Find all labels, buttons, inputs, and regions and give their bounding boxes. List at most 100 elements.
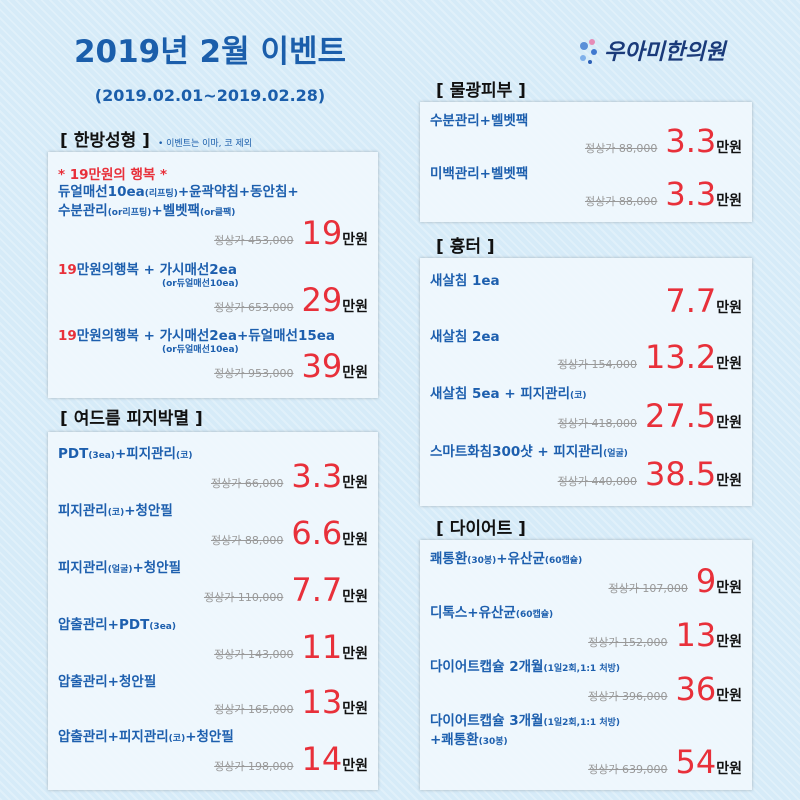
item-name-line: 압출관리+피지관리(코)+청안필 <box>58 729 368 748</box>
item: 스마트화침300샷 + 피지관리(얼굴) 정상가 440,000 38.5 만원 <box>430 444 742 491</box>
price-unit: 만원 <box>716 688 742 704</box>
price-row: 7.7 만원 <box>430 284 742 318</box>
item-name-line: (or듀얼매선10ea) <box>58 345 368 355</box>
price-unit: 만원 <box>342 589 368 605</box>
name-segment: (3ea) <box>149 622 176 632</box>
heading-text: [ 흉터 ] <box>436 237 495 257</box>
regular-price: 정상가 154,000 <box>557 358 637 372</box>
price-row: 정상가 440,000 38.5 만원 <box>430 457 742 491</box>
item: PDT(3ea)+피지관리(코) 정상가 66,000 3.3 만원 <box>58 446 368 493</box>
price-unit: 만원 <box>716 140 742 157</box>
name-segment: (3ea) <box>88 451 115 461</box>
section-box: 쾌통환(30봉)+유산균(60캡슐) 정상가 107,000 9 만원 디톡스+유산균(… <box>420 540 752 790</box>
section-heading: [ 다이어트 ] <box>436 514 526 539</box>
price-row: 정상가 107,000 9 만원 <box>430 564 742 598</box>
item-name-line: 스마트화침300샷 + 피지관리(얼굴) <box>430 444 742 463</box>
event-price: 3.3 <box>291 457 343 495</box>
price-unit: 만원 <box>716 192 742 209</box>
event-price: 13.2 <box>644 338 717 377</box>
period: (2019.02.01~2019.02.28) <box>94 86 326 105</box>
regular-price: 정상가 143,000 <box>214 648 294 661</box>
name-segment: (코) <box>570 390 587 401</box>
name-segment: 새살침 2ea <box>430 329 500 346</box>
section-heading: [ 물광피부 ] <box>436 76 526 101</box>
name-segment: 19 <box>58 261 77 278</box>
item: 압출관리+청안필 정상가 165,000 13 만원 <box>58 674 368 719</box>
name-segment: (코) <box>168 734 186 744</box>
regular-price: 정상가 66,000 <box>210 477 284 490</box>
regular-price: 정상가 418,000 <box>557 416 637 430</box>
event-price: 14 <box>301 740 343 778</box>
event-price: 9 <box>695 562 717 600</box>
item: 피지관리(얼굴)+청안필 정상가 110,000 7.7 만원 <box>58 560 368 607</box>
regular-price: 정상가 440,000 <box>557 474 637 488</box>
item-name-line: 새살침 5ea + 피지관리(코) <box>430 386 742 405</box>
section-box: PDT(3ea)+피지관리(코) 정상가 66,000 3.3 만원 피지관리(코)+청… <box>48 432 378 790</box>
name-segment: (30봉) <box>478 737 508 747</box>
regular-price: 정상가 88,000 <box>584 194 658 208</box>
item: 쾌통환(30봉)+유산균(60캡슐) 정상가 107,000 9 만원 <box>430 551 742 598</box>
item-name-line: 피지관리(코)+청안필 <box>58 503 368 522</box>
heading-text: [ 다이어트 ] <box>436 519 526 539</box>
item-name-line: 피지관리(얼굴)+청안필 <box>58 560 368 579</box>
price-row: 정상가 88,000 3.3 만원 <box>430 177 742 211</box>
item: 19만원의행복 + 가시매선2ea (or듀얼매선10ea) 정상가 653,000… <box>58 262 368 317</box>
regular-price: 정상가 88,000 <box>210 534 284 547</box>
name-segment: (얼굴) <box>107 565 133 575</box>
price-unit: 만원 <box>342 701 368 717</box>
name-segment: 19 <box>58 327 77 344</box>
item: 압출관리+피지관리(코)+청안필 정상가 198,000 14 만원 <box>58 729 368 776</box>
price-unit: 만원 <box>342 364 368 381</box>
name-segment: +윤곽약침+동안침+ <box>177 184 299 201</box>
price-row: 정상가 418,000 27.5 만원 <box>430 399 742 433</box>
price-row: 정상가 639,000 54 만원 <box>430 745 742 779</box>
price-unit: 만원 <box>716 300 742 317</box>
item-name-line: 미백관리+벨벳팩 <box>430 166 742 183</box>
name-segment: 만원의행복 + 가시매선2ea <box>76 261 237 278</box>
item-name-line: 19만원의행복 + 가시매선2ea <box>58 262 368 279</box>
name-segment: +청안필 <box>132 560 182 576</box>
event-price: 39 <box>301 346 343 385</box>
item-name-line: (or듀얼매선10ea) <box>58 279 368 289</box>
name-segment: 새살침 1ea <box>430 273 500 290</box>
event-price: 54 <box>675 743 717 781</box>
price-row: 정상가 143,000 11 만원 <box>58 630 368 664</box>
price-row: 정상가 154,000 13.2 만원 <box>430 340 742 374</box>
item-name-line: 다이어트캡슐 3개월(1일2회,1:1 처방) <box>430 713 742 732</box>
event-price: 27.5 <box>644 396 717 435</box>
name-segment: 디톡스+유산균 <box>430 605 516 621</box>
item-name-line: * 19만원의 행복 * <box>58 167 368 184</box>
item: 새살침 1ea 7.7 만원 <box>430 273 742 318</box>
section-box: 수분관리+벨벳팩 정상가 88,000 3.3 만원 미백관리+벨벳팩 정상가 88,00… <box>420 102 752 222</box>
price-row: 정상가 953,000 39 만원 <box>58 349 368 383</box>
item: 19만원의행복 + 가시매선2ea+듀얼매선15ea (or듀얼매선10ea) 정상… <box>58 328 368 383</box>
name-segment: (60캡슐) <box>515 610 554 620</box>
price-row: 정상가 88,000 6.6 만원 <box>58 516 368 550</box>
regular-price: 정상가 198,000 <box>214 760 294 773</box>
name-segment: +유산균 <box>496 551 545 567</box>
name-segment: (or클팩) <box>199 208 236 219</box>
item: 다이어트캡슐 2개월(1일2회,1:1 처방) 정상가 396,000 36 만원 <box>430 659 742 706</box>
event-price: 13 <box>301 683 343 721</box>
name-segment: (1일2회,1:1 처방) <box>543 664 621 674</box>
name-segment: +벨벳팩 <box>151 203 200 220</box>
item: 새살침 5ea + 피지관리(코) 정상가 418,000 27.5 만원 <box>430 386 742 433</box>
item-name-line: 수분관리(or리프팅)+벨벳팩(or클팩) <box>58 203 368 222</box>
section-heading: [ 여드름 피지박멸 ] <box>60 404 203 429</box>
logo-text: 우아미한의원 <box>604 39 726 65</box>
event-price: 7.7 <box>291 571 343 609</box>
event-price: 29 <box>301 280 343 319</box>
price-unit: 만원 <box>716 761 742 777</box>
event-price: 3.3 <box>665 174 717 213</box>
price-unit: 만원 <box>716 356 742 373</box>
event-price: 36 <box>675 670 717 708</box>
item-name-line: 수분관리+벨벳팩 <box>430 113 742 130</box>
name-segment: 압출관리+PDT <box>58 617 150 633</box>
name-segment: 새살침 5ea + 피지관리 <box>430 385 571 402</box>
name-segment: 압출관리+피지관리 <box>58 729 169 745</box>
item: 수분관리+벨벳팩 정상가 88,000 3.3 만원 <box>430 113 742 158</box>
section-heading: [ 한방성형 ] • 이벤트는 이마, 코 제외 <box>60 126 252 151</box>
name-segment: 수분관리 <box>58 203 108 220</box>
item-name-line: 듀얼매선10ea(리프팅)+윤곽약침+동안침+ <box>58 184 368 203</box>
